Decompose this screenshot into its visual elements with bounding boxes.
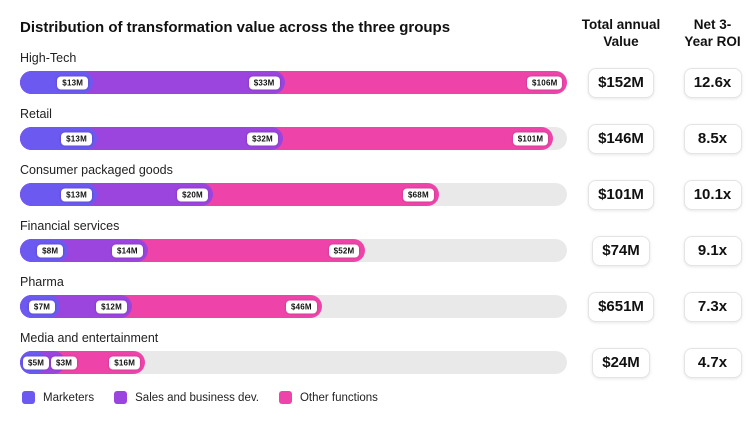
legend-label: Other functions <box>299 391 378 404</box>
net-roi-cell: 12.6x <box>675 50 750 98</box>
bar-track: $7M $12M $46M <box>20 295 567 318</box>
bar-column: High-Tech $13M $33M $106M <box>20 50 567 94</box>
legend-item-marketers: Marketers <box>22 391 94 404</box>
net-roi-card: 7.3x <box>683 292 742 322</box>
net-roi-cell: 10.1x <box>675 162 750 210</box>
bar-column: Retail $13M $32M $101M <box>20 106 567 150</box>
chart-row: Financial services $8M $14M $52M $74M 9.1x <box>20 218 750 266</box>
net-roi-card: 4.7x <box>683 348 742 378</box>
chart-row: Media and entertainment $5M $3M $16M $24M 4.7… <box>20 330 750 378</box>
total-annual-value-card: $74M <box>592 236 650 266</box>
total-annual-value-card: $146M <box>588 124 654 154</box>
legend-label: Sales and business dev. <box>135 391 259 404</box>
net-roi-cell: 9.1x <box>675 218 750 266</box>
bar-column: Consumer packaged goods $13M $20M $68M <box>20 162 567 206</box>
total-annual-value-card: $651M <box>588 292 654 322</box>
bar-track: $5M $3M $16M <box>20 351 567 374</box>
net-roi-card: 8.5x <box>683 124 742 154</box>
legend-swatch-marketers <box>22 391 35 404</box>
legend-item-sales-and-business-dev: Sales and business dev. <box>114 391 259 404</box>
bar-value-pill: $32M <box>247 132 278 145</box>
bar-column: Pharma $7M $12M $46M <box>20 274 567 318</box>
chart-row: Pharma $7M $12M $46M $651M 7.3x <box>20 274 750 322</box>
net-roi-card: 9.1x <box>683 236 742 266</box>
total-value-cell: $24M <box>575 330 667 378</box>
bar-value-pill: $68M <box>403 188 434 201</box>
total-value-cell: $152M <box>575 50 667 98</box>
bar-value-pill: $46M <box>285 300 317 313</box>
legend-label: Marketers <box>43 391 95 404</box>
bar-value-pill: $14M <box>111 244 143 257</box>
bar-value-pill: $13M <box>61 132 92 145</box>
bar-value-pill: $101M <box>512 132 549 145</box>
bar-value-pill: $12M <box>96 300 127 313</box>
legend-swatch-other-functions <box>278 391 292 404</box>
chart-row: Consumer packaged goods $13M $20M $68M $101M… <box>20 162 750 210</box>
legend-item-other-functions: Other functions <box>278 391 378 404</box>
chart-title: Distribution of transformation value acr… <box>20 19 451 36</box>
net-roi-card: 10.1x <box>683 180 742 210</box>
row-category-label: High-Tech <box>20 51 77 65</box>
total-annual-value-card: $101M <box>588 180 654 210</box>
bar-value-pill: $13M <box>61 188 92 201</box>
chart-header: Distribution of transformation value acr… <box>20 16 750 50</box>
legend-swatch-sales-and-business-dev <box>114 391 128 404</box>
row-category-label: Media and entertainment <box>20 331 159 345</box>
net-roi-column-header: Net 3- Year ROI <box>684 17 741 49</box>
total-value-cell: $651M <box>575 274 667 322</box>
net-roi-cell: 4.7x <box>675 330 750 378</box>
bar-value-pill: $106M <box>527 76 563 89</box>
bar-value-pill: $5M <box>23 356 50 369</box>
total-annual-value-column-header: Total annual Value <box>581 17 661 49</box>
bar-value-pill: $13M <box>57 76 89 89</box>
bar-value-pill: $52M <box>328 244 360 257</box>
bar-track: $13M $32M $101M <box>20 127 567 150</box>
bar-column: Financial services $8M $14M $52M <box>20 218 567 262</box>
total-value-cell: $101M <box>575 162 667 210</box>
net-roi-cell: 8.5x <box>675 106 750 154</box>
bar-value-pill: $3M <box>51 356 78 369</box>
bar-value-pill: $33M <box>248 76 280 89</box>
row-category-label: Pharma <box>20 275 64 289</box>
bar-value-pill: $7M <box>28 300 56 313</box>
bar-track: $8M $14M $52M <box>20 239 567 262</box>
chart-legend: Marketers Sales and business dev. Other fu… <box>20 391 750 404</box>
total-value-cell: $146M <box>575 106 667 154</box>
bar-value-pill: $8M <box>37 244 64 257</box>
chart-row: Retail $13M $32M $101M $146M 8.5x <box>20 106 750 154</box>
bar-value-pill: $16M <box>109 356 141 369</box>
bar-value-pill: $20M <box>177 188 208 201</box>
total-annual-value-card: $152M <box>588 68 654 98</box>
row-category-label: Retail <box>20 107 52 121</box>
net-roi-cell: 7.3x <box>675 274 750 322</box>
net-roi-card: 12.6x <box>683 68 742 98</box>
bar-track: $13M $33M $106M <box>20 71 567 94</box>
row-category-label: Financial services <box>20 219 120 233</box>
total-value-cell: $74M <box>575 218 667 266</box>
bar-column: Media and entertainment $5M $3M $16M <box>20 330 567 374</box>
bar-track: $13M $20M $68M <box>20 183 567 206</box>
chart-rows: High-Tech $13M $33M $106M $152M 12.6x Retail $1… <box>20 50 750 378</box>
total-annual-value-card: $24M <box>592 348 650 378</box>
row-category-label: Consumer packaged goods <box>20 163 173 177</box>
chart-row: High-Tech $13M $33M $106M $152M 12.6x <box>20 50 750 98</box>
